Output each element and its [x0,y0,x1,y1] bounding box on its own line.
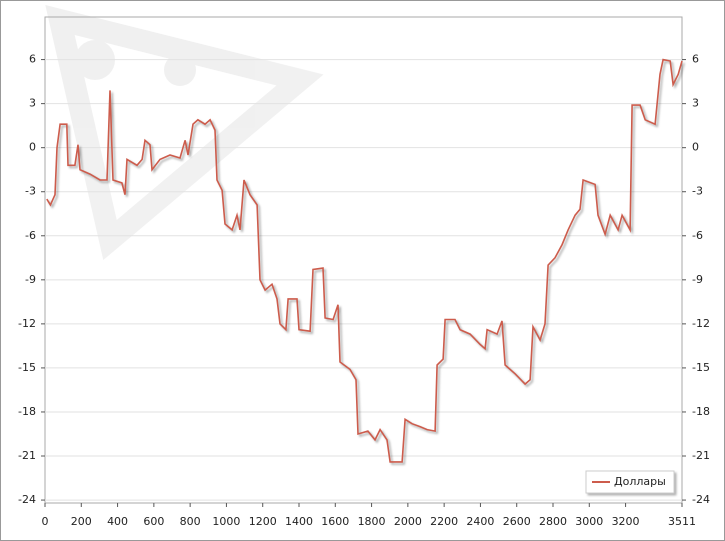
x-tick-label: 3511 [668,515,696,528]
line-series [46,58,683,463]
y2-tick-label: -9 [692,273,703,286]
x-tick-label: 3000 [575,515,603,528]
y-tick-label: -9 [25,273,36,286]
x-tick-label: 3200 [612,515,640,528]
y2-tick-label: 3 [692,97,699,110]
x-tick-label: 2200 [430,515,458,528]
legend: Доллары [585,470,675,494]
y2-tick-label: 0 [692,141,699,154]
x-tick-label: 800 [180,515,201,528]
y-tick-label: 6 [29,53,36,66]
x-tick-label: 1200 [249,515,277,528]
y-tick-label: -6 [25,229,36,242]
legend-label: Доллары [614,475,666,488]
x-tick-label: 400 [107,515,128,528]
y2-tick-label: -6 [692,229,703,242]
y2-tick-label: -15 [692,361,710,374]
x-tick-label: 1000 [212,515,240,528]
plot-area [44,16,683,504]
x-tick-label: 2800 [539,515,567,528]
x-tick-label: 2600 [503,515,531,528]
y2-tick-label: -12 [692,317,710,330]
y-tick-label: -24 [18,493,36,506]
y-tick-label: -3 [25,185,36,198]
y-tick-label: 0 [29,141,36,154]
y-tick-label: -21 [18,449,36,462]
x-tick-label: 200 [71,515,92,528]
x-tick-label: 600 [143,515,164,528]
x-tick-label: 1600 [321,515,349,528]
y2-tick-label: -24 [692,493,710,506]
x-tick-label: 0 [42,515,49,528]
y2-tick-label: -3 [692,185,703,198]
x-tick-label: 2000 [394,515,422,528]
y-tick-label: 3 [29,97,36,110]
y2-tick-label: 6 [692,53,699,66]
x-tick-label: 2400 [466,515,494,528]
y2-tick-label: -21 [692,449,710,462]
y-tick-label: -18 [18,405,36,418]
legend-box [585,470,675,494]
x-tick-label: 1800 [358,515,386,528]
y-tick-label: -12 [18,317,36,330]
y-tick-label: -15 [18,361,36,374]
x-tick-label: 1400 [285,515,313,528]
y2-tick-label: -18 [692,405,710,418]
